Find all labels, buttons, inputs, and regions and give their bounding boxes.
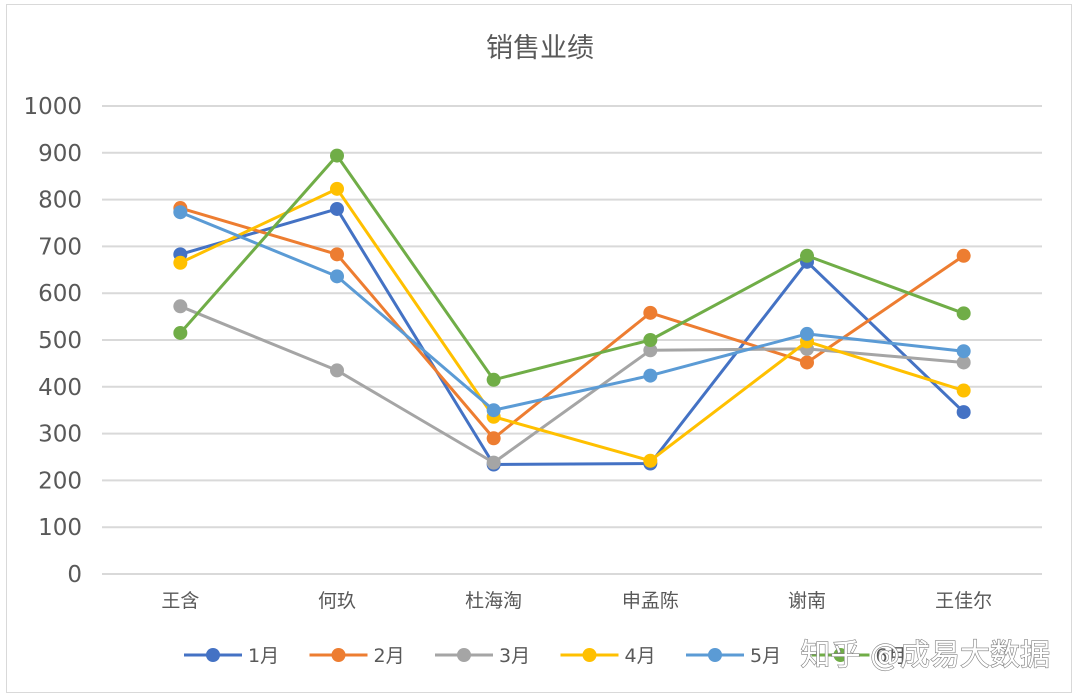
data-point (956, 405, 971, 420)
x-category-label: 谢南 (788, 590, 826, 612)
data-point (643, 368, 658, 383)
series-line (179, 206, 965, 440)
data-point (486, 403, 501, 418)
data-point (173, 325, 188, 340)
data-point (800, 326, 814, 341)
data-point (956, 306, 971, 321)
data-point (173, 205, 188, 220)
y-tick-label: 800 (38, 188, 82, 214)
chart-title: 销售业绩 (486, 33, 594, 64)
data-point (643, 333, 658, 347)
legend-swatch-marker (708, 648, 722, 662)
y-tick-label: 600 (38, 281, 82, 307)
y-tick-label: 200 (38, 468, 82, 494)
series-line (179, 154, 965, 382)
x-category-label: 杜海淘 (465, 590, 522, 612)
series-line (179, 210, 964, 412)
legend-label: 5月 (750, 645, 781, 667)
legend-item: 1月 (184, 645, 279, 667)
series-3 (173, 299, 971, 470)
y-axis-ticks: 0 100 200 300 400 500 600 700 800 900 1000 (23, 94, 82, 588)
x-category-label: 何玖 (318, 590, 356, 612)
legend-item: 2月 (309, 645, 405, 667)
data-point (330, 247, 344, 262)
series-4 (173, 181, 971, 468)
y-tick-label: 0 (67, 562, 82, 588)
data-point (643, 453, 658, 468)
legend-swatch-marker (833, 648, 848, 662)
y-tick-label: 100 (38, 515, 82, 541)
legend-label: 6月 (876, 645, 907, 667)
data-point (643, 305, 658, 320)
data-point (173, 299, 188, 314)
chart-frame (6, 4, 1072, 693)
data-point (956, 355, 971, 370)
data-point (643, 343, 658, 358)
legend-swatch-marker (457, 648, 471, 662)
legend: 1月 2月 3月 4月 5月 6月 (184, 645, 907, 667)
data-point (330, 201, 344, 216)
x-axis-categories: 王含 何玖 杜海淘 申孟陈 谢南 王佳尔 (161, 590, 992, 612)
legend-label: 1月 (248, 645, 279, 667)
y-tick-label: 900 (38, 141, 82, 167)
data-point (330, 181, 344, 196)
x-category-label: 王佳尔 (935, 590, 992, 612)
series-line (179, 187, 965, 463)
legend-item: 4月 (560, 645, 656, 667)
y-tick-label: 400 (38, 375, 82, 401)
data-point (173, 255, 188, 270)
y-tick-label: 700 (38, 234, 82, 260)
data-point (956, 383, 971, 398)
data-point (330, 148, 344, 163)
legend-label: 4月 (625, 645, 656, 667)
legend-swatch-marker (582, 648, 597, 662)
y-tick-label: 500 (38, 328, 82, 354)
series-6 (173, 148, 971, 387)
series-line (179, 207, 965, 466)
series-lines (173, 148, 971, 472)
y-tick-label: 300 (38, 422, 82, 448)
legend-item: 3月 (435, 645, 530, 667)
data-point (486, 431, 501, 446)
watermark-text: 知乎 @成易大数据 (800, 638, 1050, 673)
data-point (956, 344, 971, 359)
data-point (800, 355, 814, 370)
x-category-label: 王含 (161, 590, 199, 612)
legend-item: 6月 (811, 645, 907, 667)
legend-swatch-marker (331, 648, 346, 662)
data-point (486, 372, 501, 387)
data-point (956, 248, 971, 263)
legend-item: 5月 (686, 645, 781, 667)
legend-label: 3月 (499, 645, 530, 667)
x-category-label: 申孟陈 (622, 590, 679, 612)
data-point (486, 455, 501, 470)
legend-label: 2月 (374, 645, 405, 667)
data-point (330, 363, 344, 378)
y-tick-label: 1000 (23, 94, 82, 120)
data-point (330, 269, 344, 284)
gridlines (102, 105, 1042, 575)
legend-swatch-marker (206, 648, 220, 662)
data-point (800, 248, 814, 263)
series-5 (173, 205, 971, 418)
series-2 (173, 201, 971, 446)
